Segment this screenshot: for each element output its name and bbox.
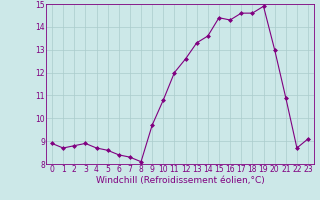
X-axis label: Windchill (Refroidissement éolien,°C): Windchill (Refroidissement éolien,°C) — [96, 176, 264, 185]
